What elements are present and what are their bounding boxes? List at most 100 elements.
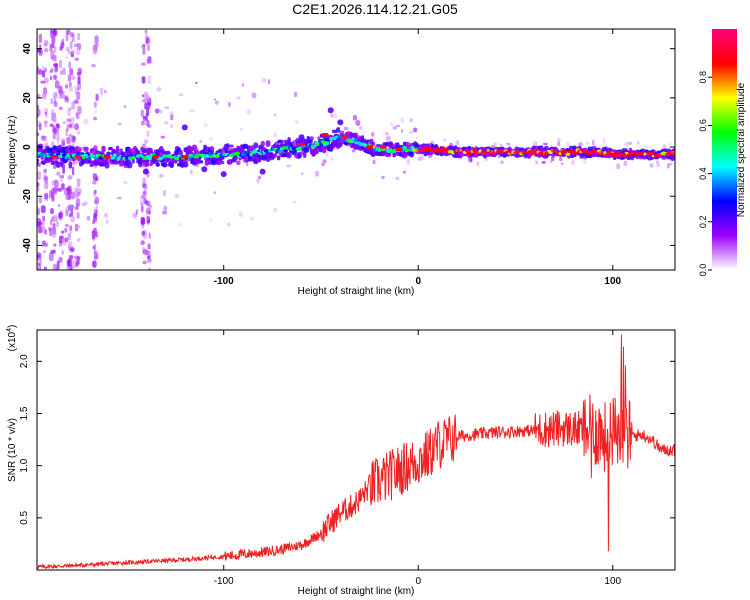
spectrogram-cell [455,140,460,146]
spectrogram-cell [141,192,147,199]
spectrogram-cell [40,205,46,214]
spectrogram-cell [76,146,82,152]
spectrogram-cell [602,137,606,144]
spectrogram-cell [62,94,66,99]
spectrogram-cell [56,171,61,176]
snr-y-multiplier-exponent: 4 [6,328,13,332]
spectrogram-cell [60,175,63,183]
spectrogram-cell [235,160,241,166]
spectrogram-cell [139,199,143,205]
spectrogram-cell [91,63,96,68]
spectrogram-cell [326,152,329,158]
spectrogram-cell [94,251,98,261]
spectrogram-cell [77,101,82,105]
snr-y-label: SNR (10 * v/v) [7,418,18,482]
spectrogram-cell [183,161,189,168]
spectrogram-cell [623,160,628,166]
spectrogram-cell [258,175,261,180]
spectrogram-cell [333,114,338,118]
spectrogram-cell [379,145,387,149]
spectrogram-cell [113,159,118,165]
spectrogram-cell [199,140,202,143]
spectrogram-cell [67,109,71,116]
spectrogram-cell [75,48,81,56]
spectrogram-cell [204,160,209,166]
spectrogram-cell [228,102,231,107]
spectrogram-cell [253,142,259,149]
spectrogram-cell [148,232,151,239]
spectrogram-cell [38,33,42,43]
spectrogram-cell [484,151,488,154]
spectrogram-cell [88,156,92,161]
spectrogram-cell [571,159,575,165]
spectrogram-cell [44,192,49,200]
spectrogram-cell [53,95,57,99]
spectrogram-cells [37,29,675,270]
spectrogram-cell [557,138,561,143]
spectrogram-cell [77,105,82,115]
spectrogram-cell [93,217,96,224]
spectrogram-cell [51,180,56,186]
spectrogram-cell [93,208,99,213]
spectrogram-cell [315,149,319,155]
spectrogram-cell [69,41,73,49]
spectrogram-cell [92,180,97,185]
spectrogram-cell [62,121,66,125]
spectrogram-cell [123,180,128,184]
spectrogram-cell [56,134,60,141]
spectrogram-cell [592,139,595,146]
spectrogram-cell [141,94,145,98]
spectrogram-cell [64,84,69,88]
spectrogram-cell [385,136,391,141]
colorbar-tick-label: 0.4 [698,167,708,180]
spectrogram-cell [145,159,150,167]
spectrogram-cell [159,109,163,114]
spectrogram-cell [43,108,49,111]
spectrogram-cell [70,256,73,261]
spectrogram-cell [359,125,363,130]
spectrogram-cell [195,81,198,84]
spectrogram-cell [65,55,69,59]
spectrogram-cell [48,226,52,232]
spectrogram-cell [585,142,590,145]
spectrogram-cell [274,113,277,117]
spectrogram-cell [76,256,81,265]
spectrogram-cell [324,141,330,146]
colorbar: 0.0 0.2 0.4 0.6 0.8 Normalized spectral ampl… [698,29,747,276]
spectrogram-cell [226,159,233,165]
spectrogram-cell [69,224,73,234]
spectrogram-cell [92,45,98,55]
spectrogram-cell [52,63,58,67]
spectrogram-cell [70,49,76,55]
spectrogram-cell [92,173,97,181]
spectrogram-cell [227,222,230,227]
spectrogram-cell [178,223,182,227]
spectrogram-cell [52,223,56,229]
spectrogram-cell [298,142,305,147]
spectrogram-cell [41,240,45,247]
spectrogram-cell [297,147,302,151]
spectrogram-cell [58,188,63,192]
spectrogram-cell [50,208,54,215]
spectrogram-cell [43,173,47,182]
spectrogram-cell [68,255,74,259]
spectrogram-cell [164,106,170,109]
spectrogram-cell [229,144,234,148]
spectrogram-cell [42,87,48,95]
spectrogram-cell [75,262,78,268]
spectrogram-cell [191,144,198,151]
spectrogram-cell [100,89,103,96]
spectrogram-cell [64,227,67,233]
spectrogram-cell [241,83,244,87]
spectrogram-cell [52,116,57,123]
snr-panel: -100 0 100 0.5 1.0 1.5 2.0 Height of straight… [6,325,676,597]
spectrogram-cell [420,154,425,160]
spectrogram-cell [256,178,260,184]
spectrogram-cell [76,178,81,187]
spectrogram-cell [59,46,63,51]
spectrogram-cell [51,35,56,44]
spectrogram-cell [321,162,325,167]
spectrogram-cell [67,232,71,240]
spectrogram-cell [609,152,617,157]
spectrogram-y-tick-label: 40 [22,43,33,55]
